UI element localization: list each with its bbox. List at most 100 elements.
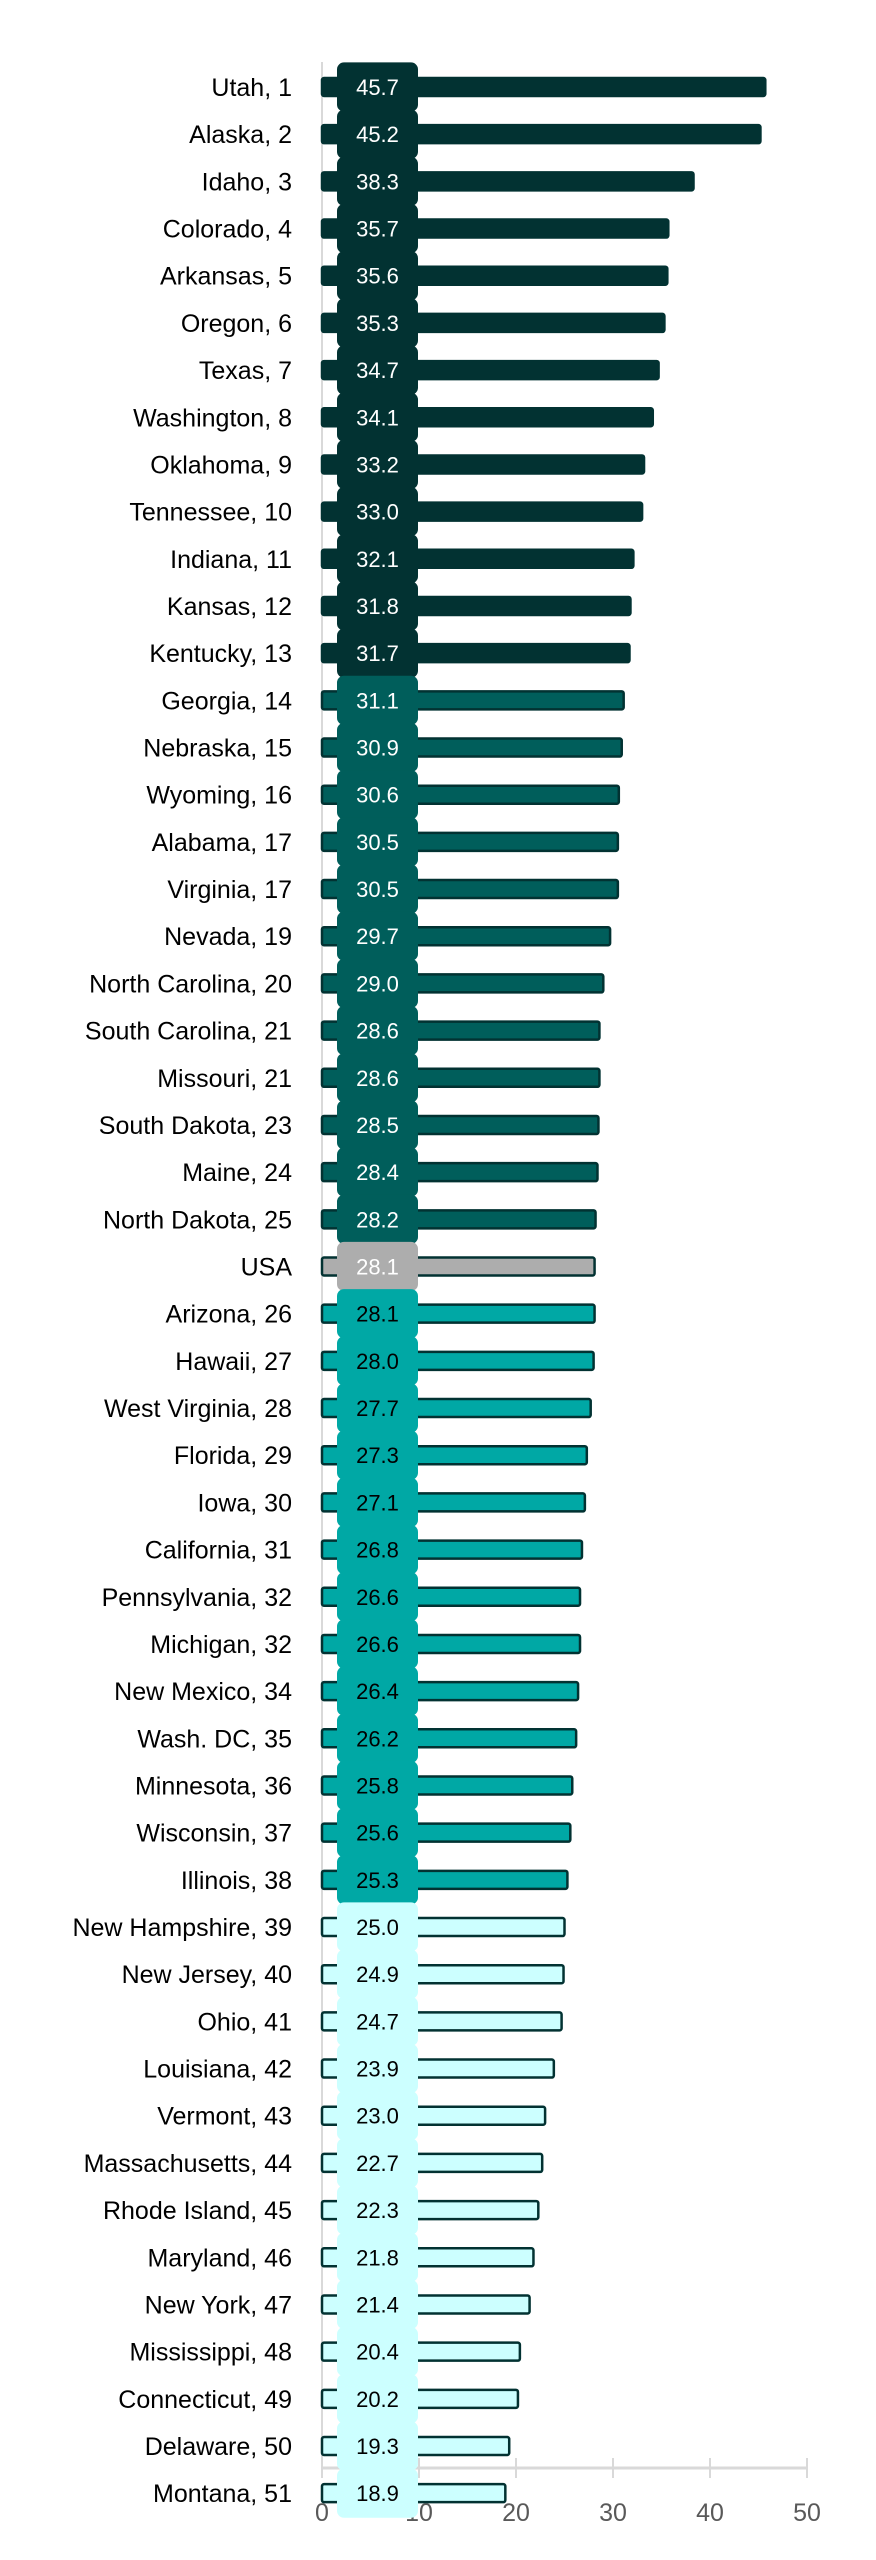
category-label: Minnesota, 36 [135, 1772, 292, 1800]
category-label: South Dakota, 23 [99, 1112, 292, 1140]
category-label: Louisiana, 42 [143, 2056, 292, 2084]
category-label: Ohio, 41 [197, 2008, 292, 2036]
value-label-box [337, 864, 418, 914]
value-label: 28.6 [356, 1066, 399, 1091]
value-label-box [337, 628, 418, 678]
value-label: 23.9 [356, 2057, 399, 2082]
value-label: 19.3 [356, 2434, 399, 2459]
value-label: 33.0 [356, 500, 399, 525]
category-label: New Hampshire, 39 [72, 1914, 292, 1942]
value-label: 28.1 [356, 1255, 399, 1280]
value-label-box [337, 298, 418, 348]
value-label: 28.4 [356, 1160, 399, 1185]
value-label-box [337, 2421, 418, 2471]
value-label-box [337, 2232, 418, 2282]
category-label: Vermont, 43 [157, 2103, 292, 2131]
category-label: New York, 47 [145, 2291, 292, 2319]
value-label: 45.2 [356, 122, 399, 147]
category-label: California, 31 [145, 1537, 292, 1565]
value-label: 29.0 [356, 971, 399, 996]
value-label: 26.6 [356, 1585, 399, 1610]
value-label: 21.4 [356, 2292, 399, 2317]
value-label-box [337, 911, 418, 961]
value-label-box [337, 1100, 418, 1150]
value-label: 21.8 [356, 2245, 399, 2270]
value-label: 24.7 [356, 2009, 399, 2034]
category-label: New Mexico, 34 [114, 1678, 292, 1706]
category-label: West Virginia, 28 [104, 1395, 292, 1423]
value-label-box [337, 1666, 418, 1716]
value-label: 27.3 [356, 1443, 399, 1468]
value-label: 35.6 [356, 264, 399, 289]
value-label: 30.6 [356, 783, 399, 808]
value-label-box [337, 1760, 418, 1811]
value-label-box [337, 958, 418, 1009]
value-label: 25.0 [356, 1915, 399, 1940]
value-label-box [337, 1289, 418, 1339]
value-label-box [337, 1949, 418, 1999]
category-label: Utah, 1 [211, 74, 292, 102]
value-label: 18.9 [356, 2481, 399, 2506]
value-label: 30.5 [356, 830, 399, 855]
category-label: Montana, 51 [153, 2480, 292, 2508]
value-label: 27.7 [356, 1396, 399, 1421]
value-label-box [337, 1430, 418, 1480]
value-label-box [337, 345, 418, 395]
value-label: 26.4 [356, 1679, 399, 1704]
value-label-box [337, 534, 418, 584]
value-label: 45.7 [356, 75, 399, 100]
value-label-box [337, 1006, 418, 1056]
value-label-box [337, 2327, 418, 2377]
category-label: Wash. DC, 35 [137, 1725, 292, 1753]
value-label: 32.1 [356, 547, 399, 572]
category-label: Colorado, 4 [163, 216, 292, 244]
value-label: 35.3 [356, 311, 399, 336]
value-label: 35.7 [356, 217, 399, 242]
category-label: Wisconsin, 37 [136, 1820, 292, 1848]
category-label: Iowa, 30 [197, 1489, 292, 1517]
value-label-box [337, 2468, 418, 2518]
value-label-box [337, 2043, 418, 2094]
value-label-box [337, 1336, 418, 1386]
value-label: 20.4 [356, 2340, 399, 2365]
category-label: Idaho, 3 [202, 168, 292, 196]
value-label-box [337, 770, 418, 820]
category-label: Alaska, 2 [189, 121, 292, 149]
category-label: Nebraska, 15 [143, 735, 292, 763]
category-label: Texas, 7 [199, 357, 292, 385]
category-label: Washington, 8 [133, 404, 292, 432]
category-label: Florida, 29 [174, 1442, 292, 1470]
value-label-box [337, 2138, 418, 2188]
x-tick-label: 50 [793, 2499, 821, 2527]
category-label: Nevada, 19 [164, 923, 292, 951]
category-label: Wyoming, 16 [146, 782, 292, 810]
value-label: 25.3 [356, 1868, 399, 1893]
value-label-box [337, 203, 418, 254]
value-label-box [337, 722, 418, 773]
value-label: 28.0 [356, 1349, 399, 1374]
value-label: 28.5 [356, 1113, 399, 1138]
value-label-box [337, 439, 418, 490]
value-label-box [337, 2374, 418, 2424]
value-label: 26.2 [356, 1726, 399, 1751]
value-label-box [337, 1855, 418, 1905]
category-label: Hawaii, 27 [175, 1348, 292, 1376]
value-label: 31.1 [356, 688, 399, 713]
value-label: 29.7 [356, 924, 399, 949]
value-label: 26.8 [356, 1538, 399, 1563]
value-label-box [337, 392, 418, 442]
value-label: 30.9 [356, 736, 399, 761]
value-label-box [337, 2091, 418, 2141]
value-label: 23.0 [356, 2104, 399, 2129]
value-label: 22.7 [356, 2151, 399, 2176]
value-label: 20.2 [356, 2387, 399, 2412]
value-label-box [337, 156, 418, 206]
value-label-box [337, 62, 418, 112]
value-label: 24.9 [356, 1962, 399, 1987]
category-label: North Dakota, 25 [103, 1206, 292, 1234]
category-label: Connecticut, 49 [118, 2386, 292, 2414]
value-label-box [337, 1713, 418, 1763]
bar [320, 123, 762, 145]
